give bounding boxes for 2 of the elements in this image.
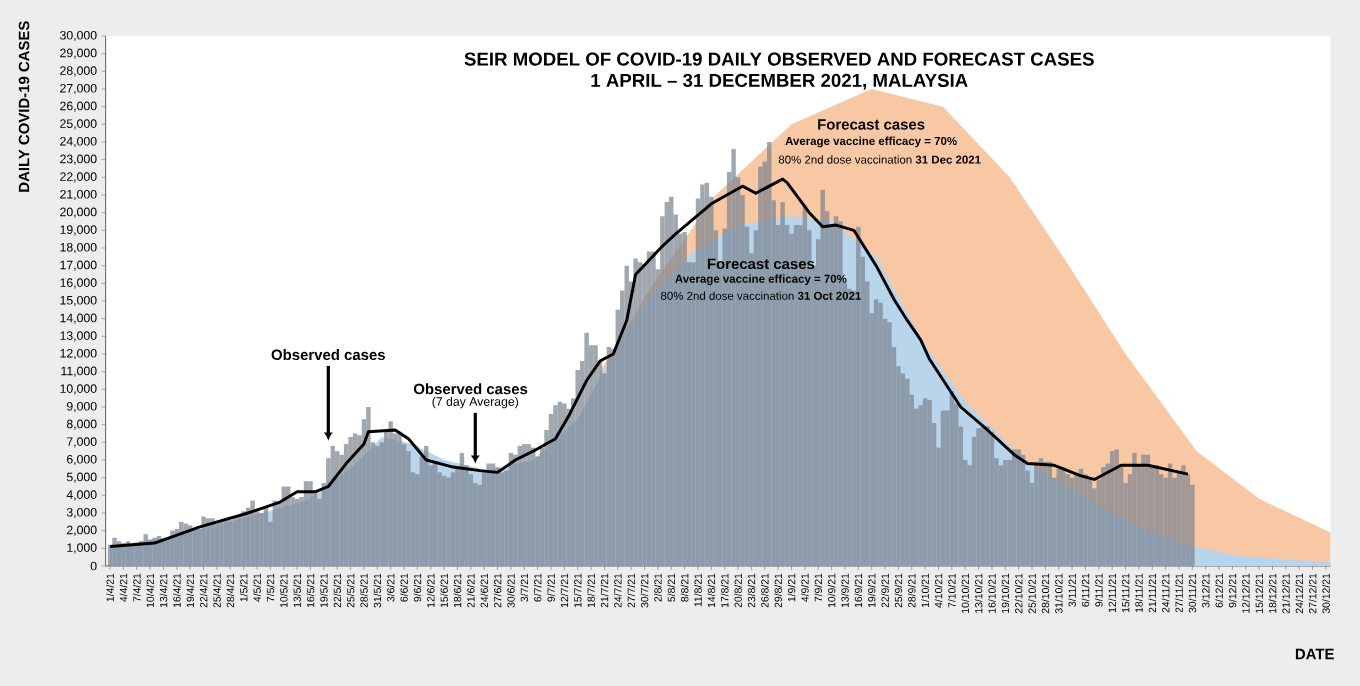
- text: SEIR MODEL OF COVID-19 DAILY OBSERVED AND FORECAST CASES: [464, 52, 1094, 66]
- text: 1 APRIL – 31 DECEMBER 2021, MALAYSIA: [591, 73, 968, 90]
